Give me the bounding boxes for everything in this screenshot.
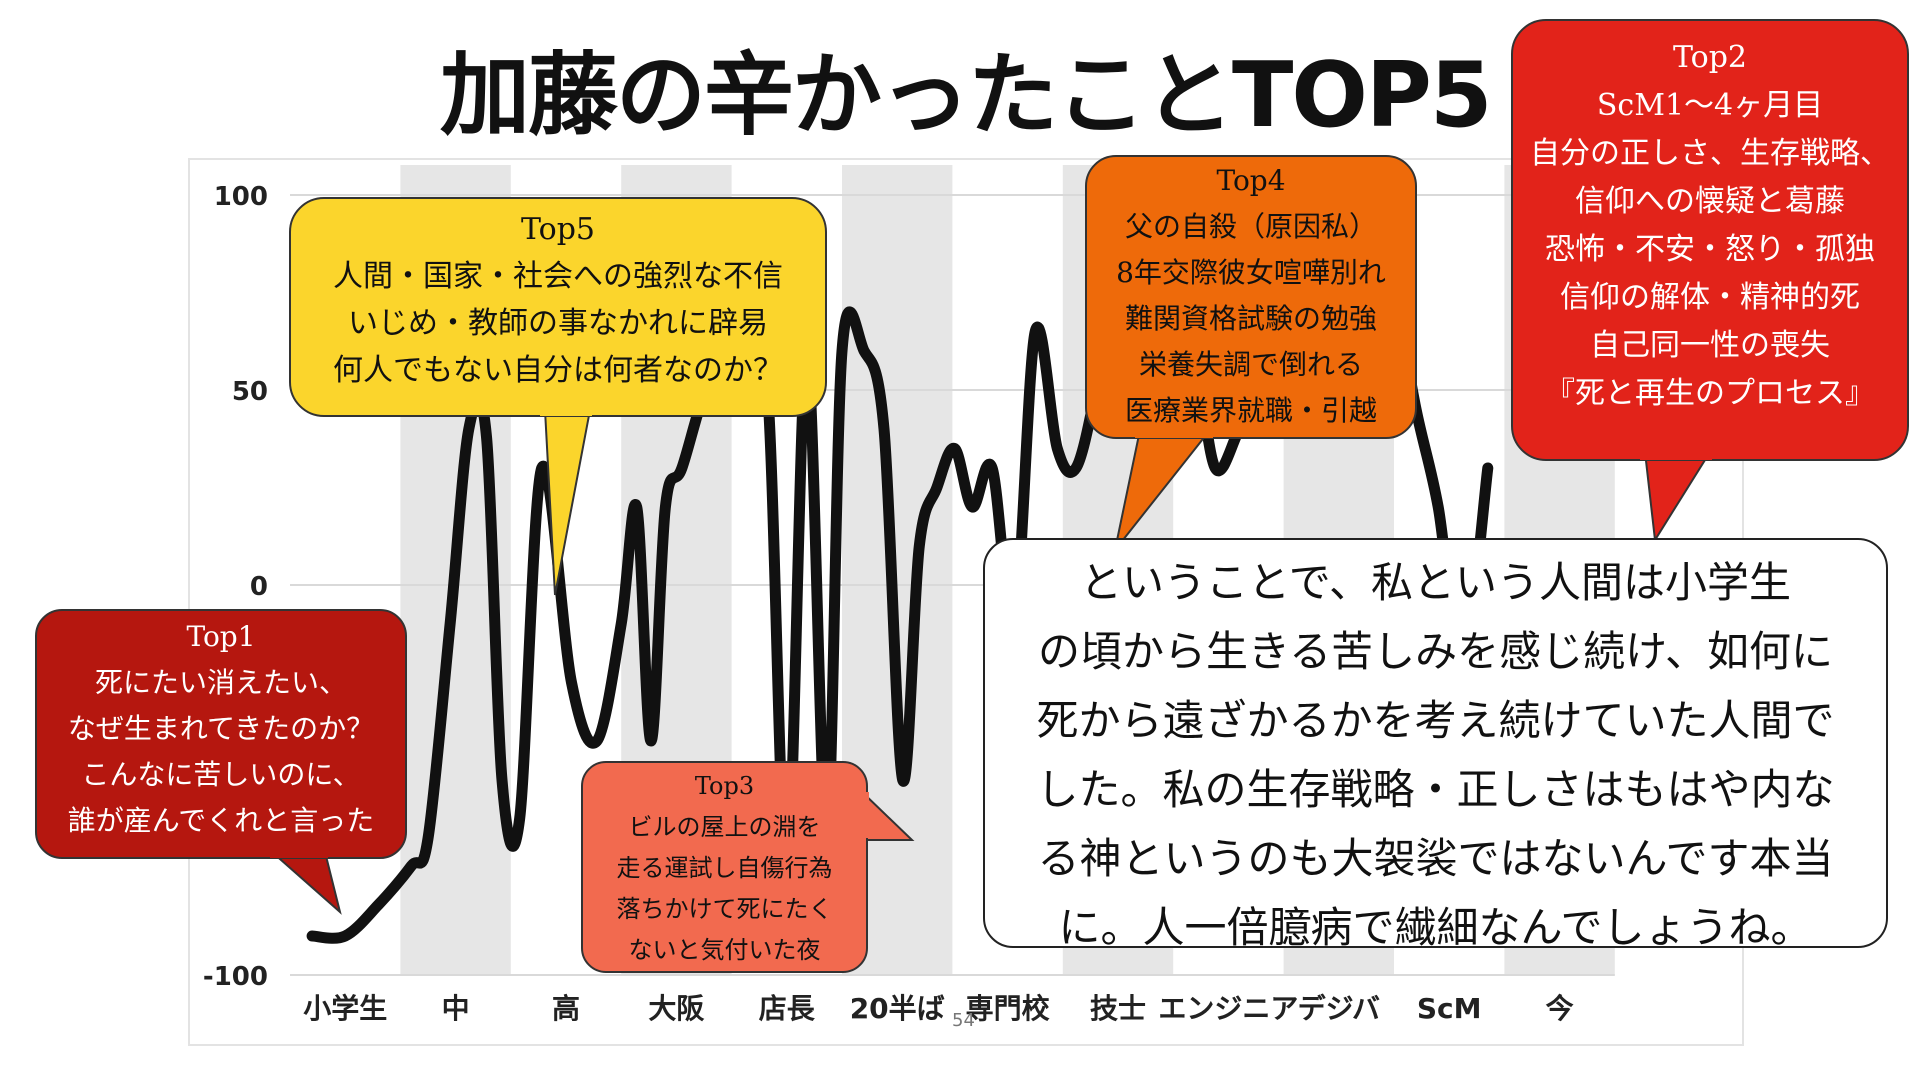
y-tick-label: 50	[232, 377, 268, 407]
page-number: 54	[952, 1010, 975, 1031]
top4-line: 難関資格試験の勉強	[1124, 302, 1377, 335]
top1-line: なぜ生まれてきたのか？	[67, 712, 375, 745]
top4-bubble: Top4 父の自殺（原因私） 8年交際彼女喧嘩別れ 難関資格試験の勉強 栄養失調…	[1086, 158, 1416, 434]
summary-line: に。人一倍臆病で繊細なんでしょうね。	[1058, 903, 1813, 952]
x-tick-label: 技士	[1090, 992, 1146, 1025]
top3-bubble: Top3 ビルの屋上の淵を 走る運試し自傷行為 落ちかけて死にたく ないと気付い…	[582, 766, 867, 971]
top2-title: Top2	[1672, 40, 1748, 75]
x-tick-label: デジバ	[1298, 992, 1380, 1025]
summary-line: した。私の生存戦略・正しさはもはや内な	[1036, 765, 1835, 814]
top4-title: Top4	[1216, 164, 1286, 197]
y-tick-labels: 100 50 0 -100	[203, 182, 268, 992]
x-tick-label: ScM	[1417, 992, 1482, 1025]
y-tick-label: 100	[214, 182, 268, 212]
top5-title: Top5	[520, 212, 596, 247]
top3-line: 落ちかけて死にたく	[616, 895, 833, 923]
summary-line: ということで、私という人間は小学生	[1079, 558, 1792, 607]
top2-line: 信仰への懐疑と葛藤	[1575, 184, 1845, 219]
top1-title: Top1	[186, 620, 256, 653]
top4-line: 栄養失調で倒れる	[1138, 348, 1363, 381]
top2-line: 信仰の解体・精神的死	[1560, 280, 1860, 315]
summary-line: の頃から生きる苦しみを感じ続け、如何に	[1037, 627, 1834, 676]
top4-line: 8年交際彼女喧嘩別れ	[1116, 256, 1386, 289]
top5-line: 何人でもない自分は何者なのか？	[333, 353, 783, 388]
top1-line: 誰が産んでくれと言った	[67, 804, 375, 837]
x-tick-label: 大阪	[648, 992, 704, 1025]
x-tick-label: 店長	[759, 992, 816, 1025]
x-tick-label: 今	[1546, 992, 1574, 1025]
summary-box: ということで、私という人間は小学生 の頃から生きる苦しみを感じ続け、如何に 死か…	[983, 538, 1888, 952]
top3-title: Top3	[694, 772, 755, 800]
y-tick-label: 0	[250, 572, 268, 602]
top2-line: 『死と再生のプロセス』	[1545, 376, 1875, 411]
top1-line: 死にたい消えたい、	[94, 666, 347, 699]
summary-line: る神というのも大袈裟ではないんです本当	[1037, 834, 1834, 883]
top4-line: 父の自殺（原因私）	[1124, 210, 1377, 243]
x-tick-label: 小学生	[303, 992, 387, 1025]
top2-line: ScM1〜4ヶ月目	[1596, 88, 1824, 123]
top1-bubble: Top1 死にたい消えたい、 なぜ生まれてきたのか？ こんなに苦しいのに、 誰が…	[36, 614, 406, 844]
top4-bubble-body	[1085, 155, 1417, 439]
top1-bubble-body	[35, 609, 407, 859]
top5-line: 人間・国家・社会への強烈な不信	[333, 259, 783, 294]
top5-bubble: Top5 人間・国家・社会への強烈な不信 いじめ・教師の事なかれに辟易 何人でも…	[290, 206, 826, 394]
top3-line: ないと気付いた夜	[628, 936, 821, 964]
top3-line: 走る運試し自傷行為	[616, 854, 833, 882]
x-tick-label: 専門校	[966, 992, 1051, 1025]
slide-title: 加藤の辛かったことTOP5	[440, 43, 1492, 148]
top4-line: 医療業界就職・引越	[1124, 394, 1377, 427]
top2-line: 自分の正しさ、生存戦略、	[1530, 136, 1890, 171]
top1-line: こんなに苦しいのに、	[81, 758, 361, 791]
y-tick-label: -100	[203, 962, 268, 992]
x-tick-labels: 小学生 中 高 大阪 店長 20半ば 専門校 技士 エンジニア デジバ ScM 今	[303, 992, 1573, 1025]
top3-bubble-body	[581, 761, 868, 973]
x-tick-label: エンジニア	[1158, 992, 1298, 1025]
top2-line: 自己同一性の喪失	[1590, 328, 1830, 363]
summary-line: 死から遠ざかるかを考え続けていた人間で	[1036, 696, 1835, 745]
x-tick-label: 中	[442, 992, 470, 1025]
x-tick-label: 20半ば	[850, 992, 945, 1025]
top2-line: 恐怖・不安・怒り・孤独	[1545, 232, 1875, 267]
top2-bubble: Top2 ScM1〜4ヶ月目 自分の正しさ、生存戦略、 信仰への懐疑と葛藤 恐怖…	[1512, 34, 1908, 418]
x-tick-label: 高	[552, 992, 580, 1025]
top3-line: ビルの屋上の淵を	[628, 813, 821, 841]
top5-line: いじめ・教師の事なかれに辟易	[348, 306, 768, 341]
